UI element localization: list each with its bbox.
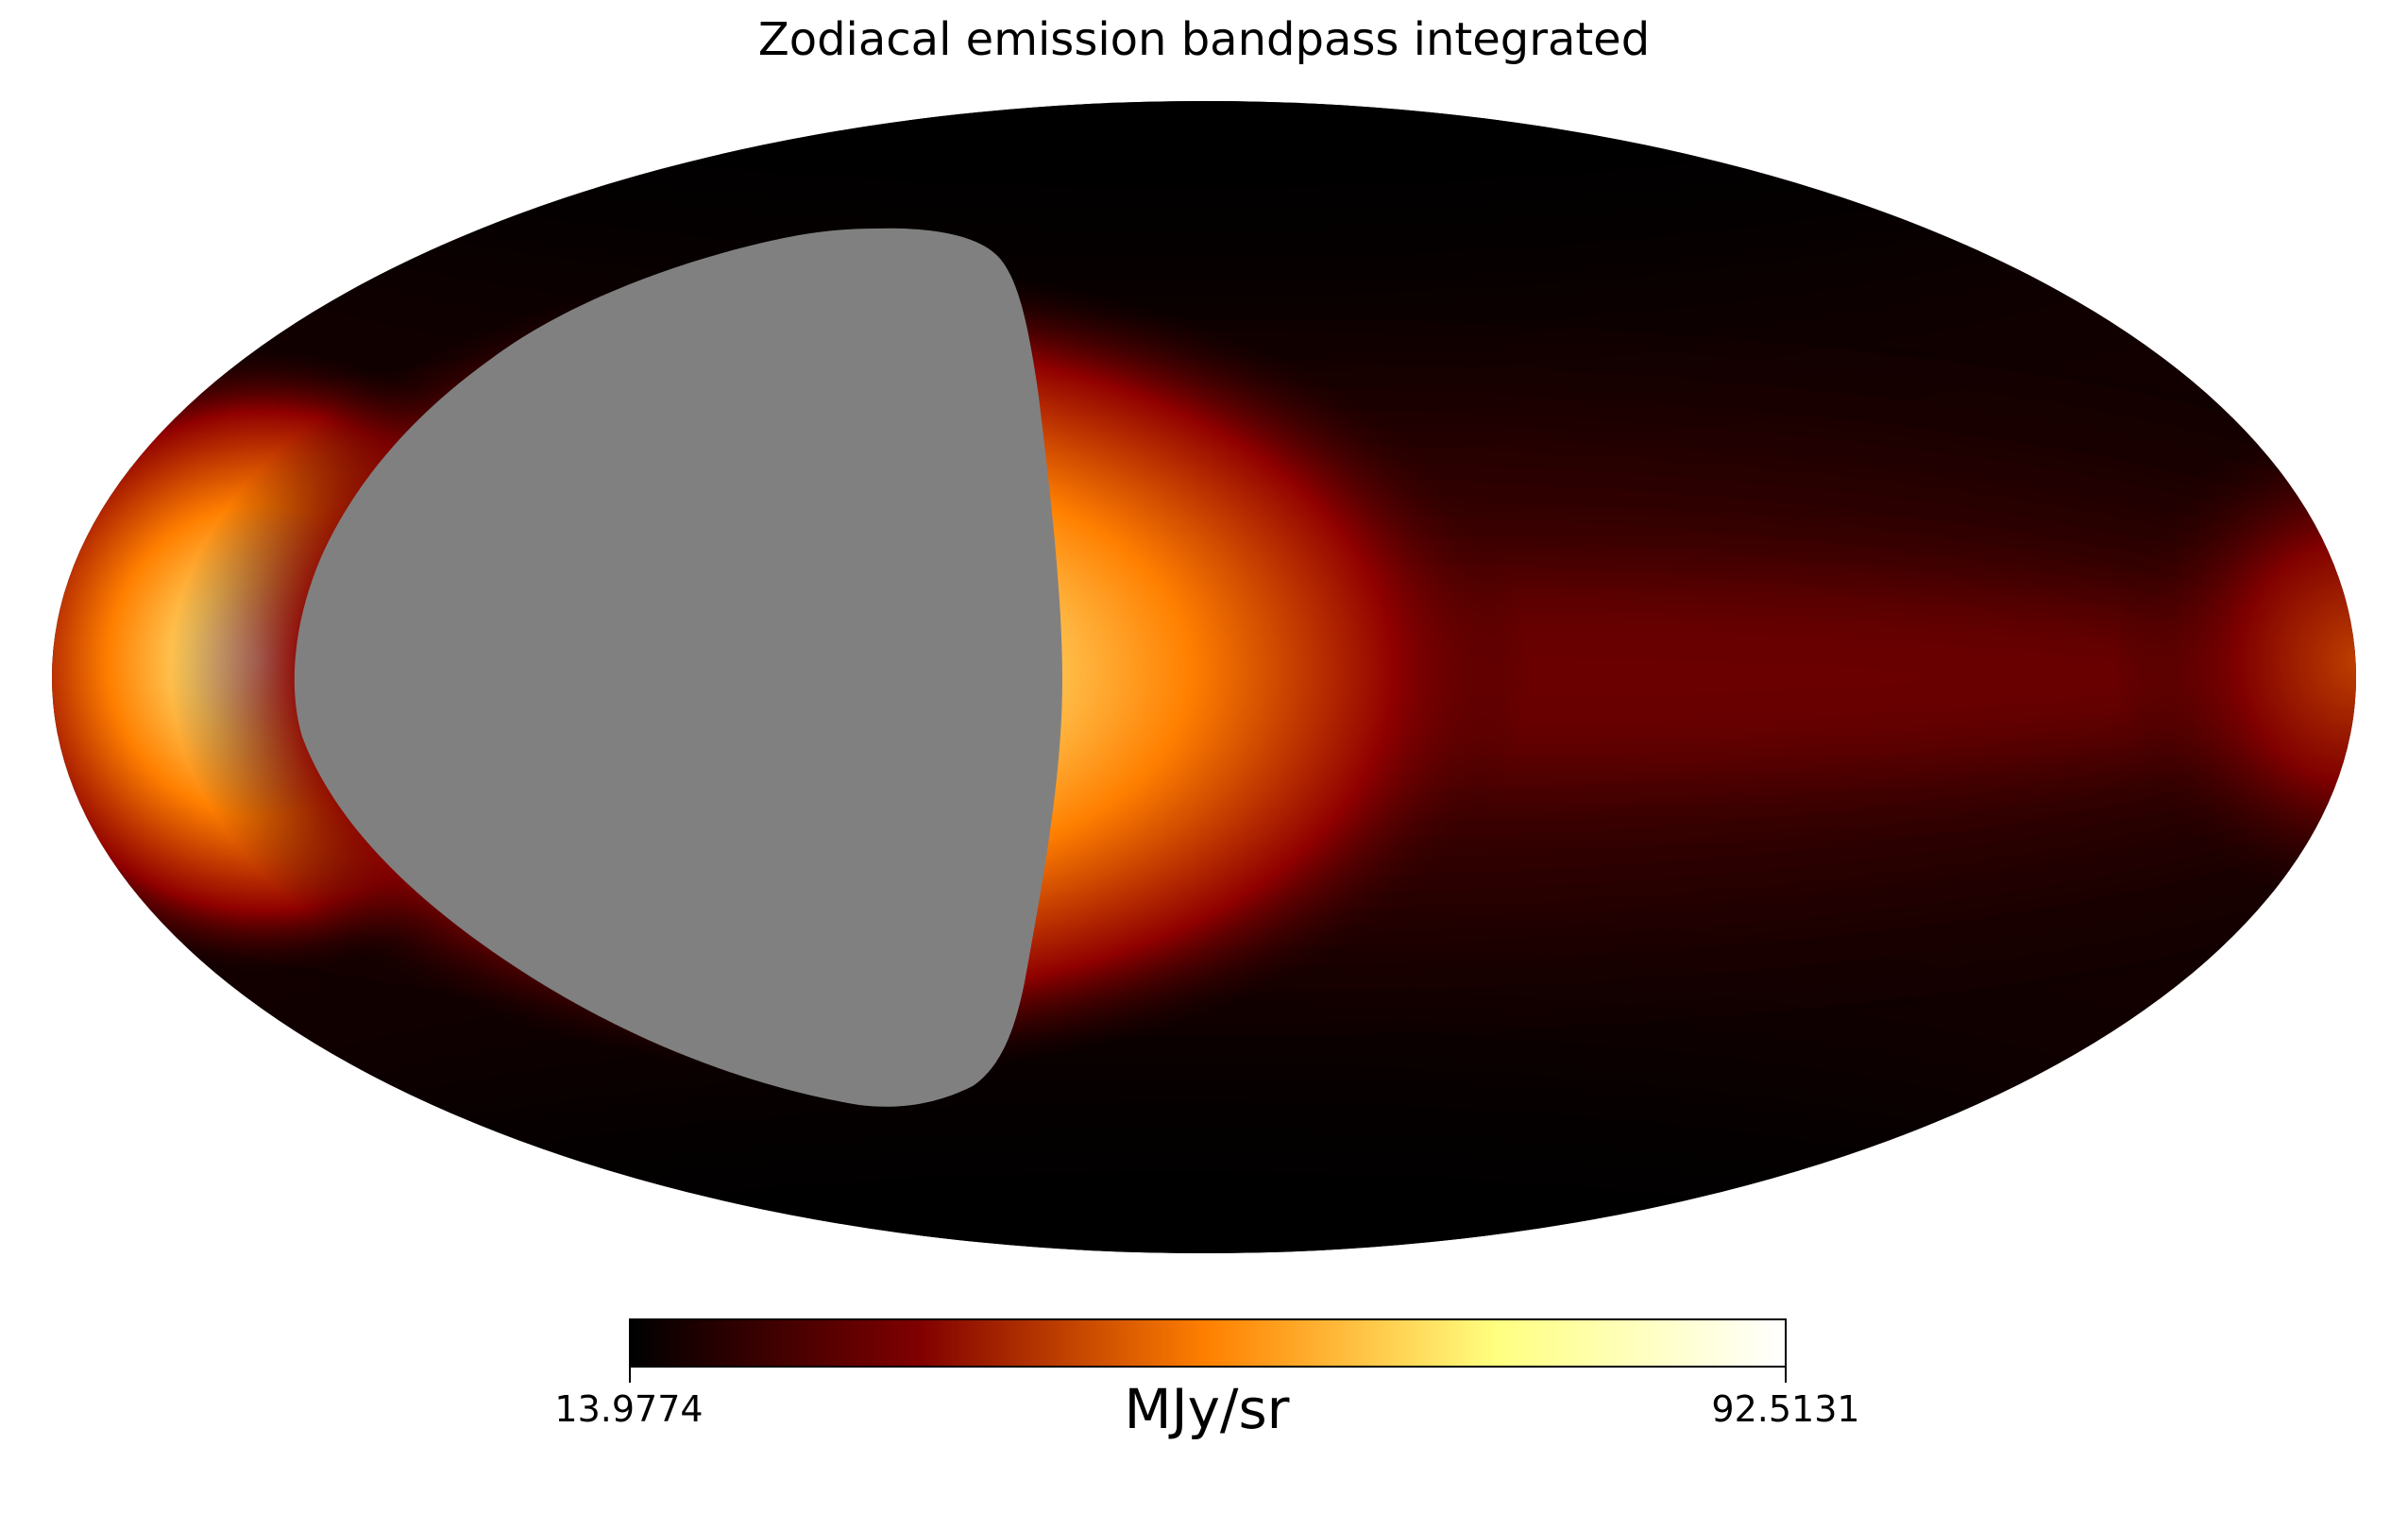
colorbar-max-label: 92.5131 xyxy=(1711,1388,1860,1430)
colorbar-unit-label: MJy/sr xyxy=(1124,1377,1290,1441)
colorbar-min-tick xyxy=(629,1368,631,1383)
colorbar xyxy=(629,1318,1787,1368)
ecliptic-right-edge xyxy=(2115,416,2356,907)
north-pole-region xyxy=(142,101,2219,302)
south-pole-region xyxy=(142,1058,2219,1253)
masked-region xyxy=(294,228,1062,1107)
colorbar-max-tick xyxy=(1785,1368,1787,1383)
colorbar-min-label: 13.9774 xyxy=(554,1388,704,1430)
chart-title: Zodiacal emission bandpass integrated xyxy=(757,13,1651,66)
